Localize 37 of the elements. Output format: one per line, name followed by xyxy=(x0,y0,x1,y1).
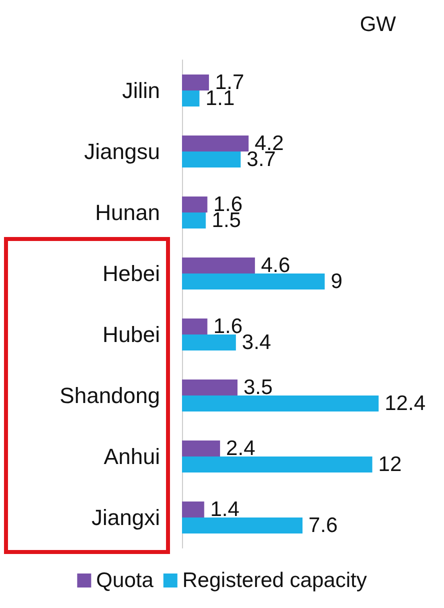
data-label: 1.4 xyxy=(210,498,240,521)
bar xyxy=(182,152,241,168)
y-tick-label: Anhui xyxy=(104,444,160,469)
bar xyxy=(182,274,325,290)
y-tick-label: Jiangsu xyxy=(84,139,160,164)
data-label: 3.4 xyxy=(242,331,272,354)
bar xyxy=(182,380,238,396)
y-tick-label: Shandong xyxy=(60,383,160,408)
bar xyxy=(182,518,303,534)
bar xyxy=(182,136,249,152)
bar xyxy=(182,196,208,212)
bar xyxy=(182,74,209,90)
bar xyxy=(182,212,206,228)
text: GW xyxy=(360,13,396,36)
bar xyxy=(182,258,255,274)
y-tick-label: Jiangxi xyxy=(92,505,160,530)
bar xyxy=(182,334,236,350)
legend-label: Quota xyxy=(96,569,154,592)
y-tick-label: Hebei xyxy=(102,261,160,286)
legend-label: Registered capacity xyxy=(182,569,368,592)
bar xyxy=(182,502,204,518)
data-label: 9 xyxy=(330,270,342,293)
y-tick-label: Jilin xyxy=(122,78,160,103)
data-label: 12 xyxy=(378,453,402,476)
y-tick-label: Hunan xyxy=(95,200,160,225)
bar xyxy=(182,90,200,106)
data-label: 3.5 xyxy=(244,376,273,399)
y-tick-label: Hubei xyxy=(102,322,160,347)
data-label: 4.6 xyxy=(260,254,290,277)
data-label: 7.6 xyxy=(308,514,338,537)
data-label: 12.4 xyxy=(384,392,426,415)
bar xyxy=(182,456,372,472)
data-label: 2.4 xyxy=(226,437,256,460)
bar xyxy=(182,440,220,456)
bar xyxy=(182,318,208,334)
bar xyxy=(182,396,379,412)
data-label: 1.6 xyxy=(213,315,243,338)
